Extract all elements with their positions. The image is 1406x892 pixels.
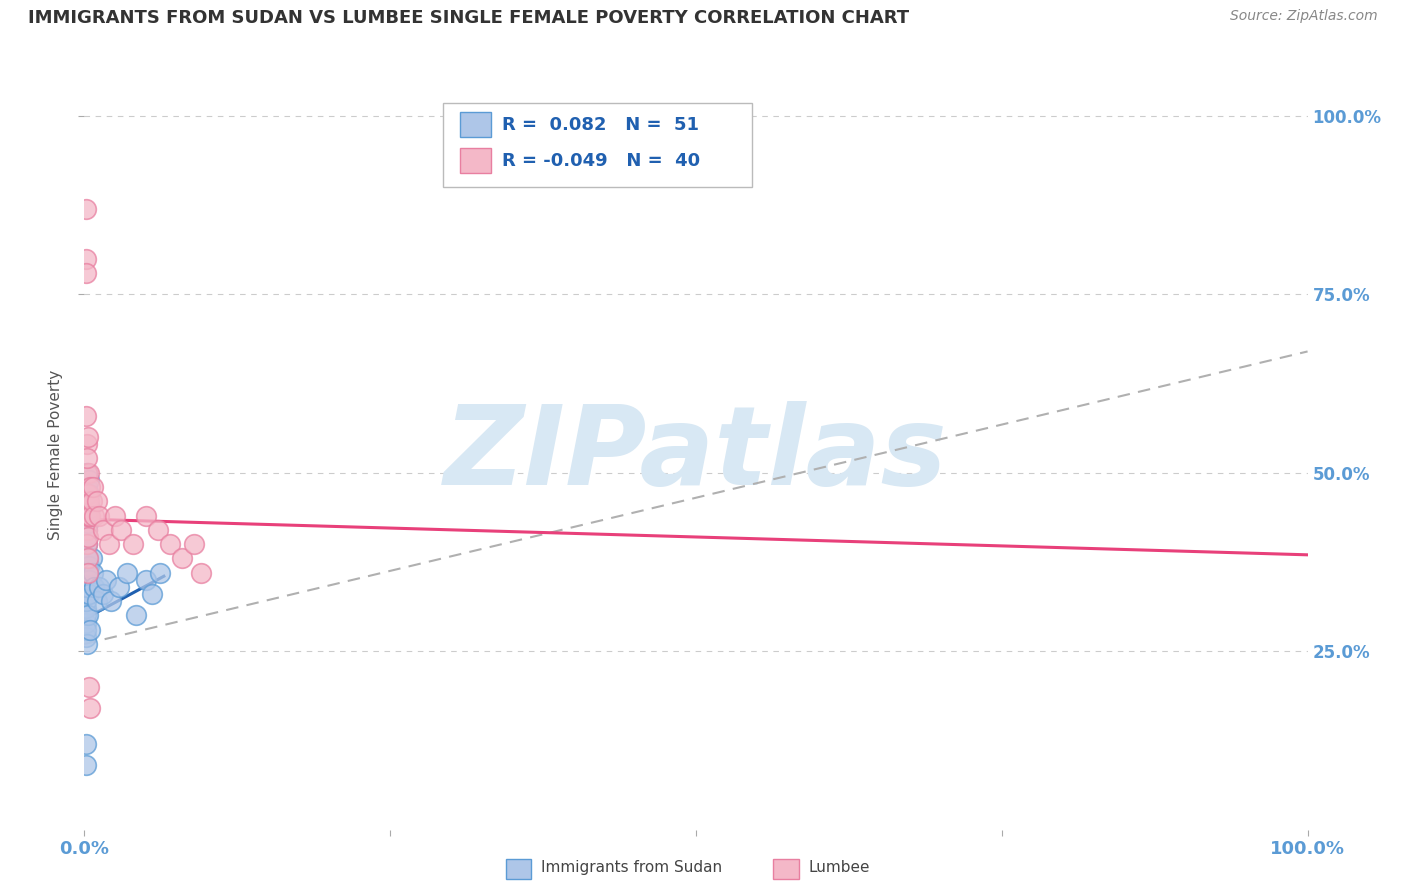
Point [79,623,101,637]
Point [122,537,145,551]
Text: R = -0.049   N =  40: R = -0.049 N = 40 [502,152,700,169]
Point [75,737,97,751]
Point [76,537,98,551]
Point [82,566,104,580]
Point [76,537,98,551]
Point [77,558,100,573]
Point [77,430,100,444]
Point [77,487,100,501]
Text: R =  0.082   N =  51: R = 0.082 N = 51 [502,116,699,134]
Point [77,487,100,501]
Point [86,494,108,508]
Point [77,608,100,623]
Point [87,580,110,594]
Point [76,494,98,508]
Point [75,573,97,587]
Point [77,508,100,523]
Text: ZIPatlas: ZIPatlas [444,401,948,508]
Point [87,508,110,523]
Point [172,551,194,566]
Point [82,480,104,494]
Text: Source: ZipAtlas.com: Source: ZipAtlas.com [1230,9,1378,23]
Point [79,480,101,494]
Point [77,573,100,587]
Point [75,608,97,623]
Point [77,680,100,694]
Point [86,594,108,608]
Point [77,566,100,580]
Point [76,551,98,566]
Point [76,451,98,466]
Point [77,501,100,516]
Point [80,494,103,508]
Point [96,573,118,587]
Point [75,409,97,423]
Point [104,508,127,523]
Point [77,494,100,508]
Point [80,551,103,566]
Point [183,537,205,551]
Point [110,523,132,537]
Point [77,487,100,501]
Point [76,637,98,651]
Point [77,587,100,601]
Point [83,580,105,594]
Point [190,566,212,580]
Point [76,437,98,451]
Y-axis label: Single Female Poverty: Single Female Poverty [48,370,63,540]
Point [76,523,98,537]
Point [75,623,97,637]
Text: IMMIGRANTS FROM SUDAN VS LUMBEE SINGLE FEMALE POVERTY CORRELATION CHART: IMMIGRANTS FROM SUDAN VS LUMBEE SINGLE F… [28,9,910,27]
Point [141,587,163,601]
Point [79,701,101,715]
Point [77,473,100,487]
Point [75,202,97,216]
Point [75,580,97,594]
Point [75,530,97,544]
Point [115,566,138,580]
Point [77,566,100,580]
Point [97,537,120,551]
Point [135,573,157,587]
Point [75,615,97,630]
Text: Lumbee: Lumbee [808,861,870,875]
Point [107,580,129,594]
Point [75,544,97,558]
Point [76,466,98,480]
Point [75,266,97,280]
Point [76,508,98,523]
Point [76,480,98,494]
Point [79,501,101,516]
Point [76,523,98,537]
Point [159,537,181,551]
Point [83,508,105,523]
Point [91,587,114,601]
Point [75,601,97,615]
Point [75,558,97,573]
Point [91,523,114,537]
Point [76,566,98,580]
Point [135,508,157,523]
Point [76,494,98,508]
Point [79,508,101,523]
Text: Immigrants from Sudan: Immigrants from Sudan [541,861,723,875]
Point [75,252,97,266]
Point [77,580,100,594]
Point [76,466,98,480]
Point [125,608,148,623]
Point [77,551,100,566]
Point [77,466,100,480]
Point [100,594,122,608]
Point [75,594,97,608]
Point [146,523,169,537]
Point [77,508,100,523]
Point [149,566,172,580]
Point [76,508,98,523]
Point [77,530,100,544]
Point [75,758,97,772]
Point [75,630,97,644]
Point [75,516,97,530]
Point [75,587,97,601]
Point [77,516,100,530]
